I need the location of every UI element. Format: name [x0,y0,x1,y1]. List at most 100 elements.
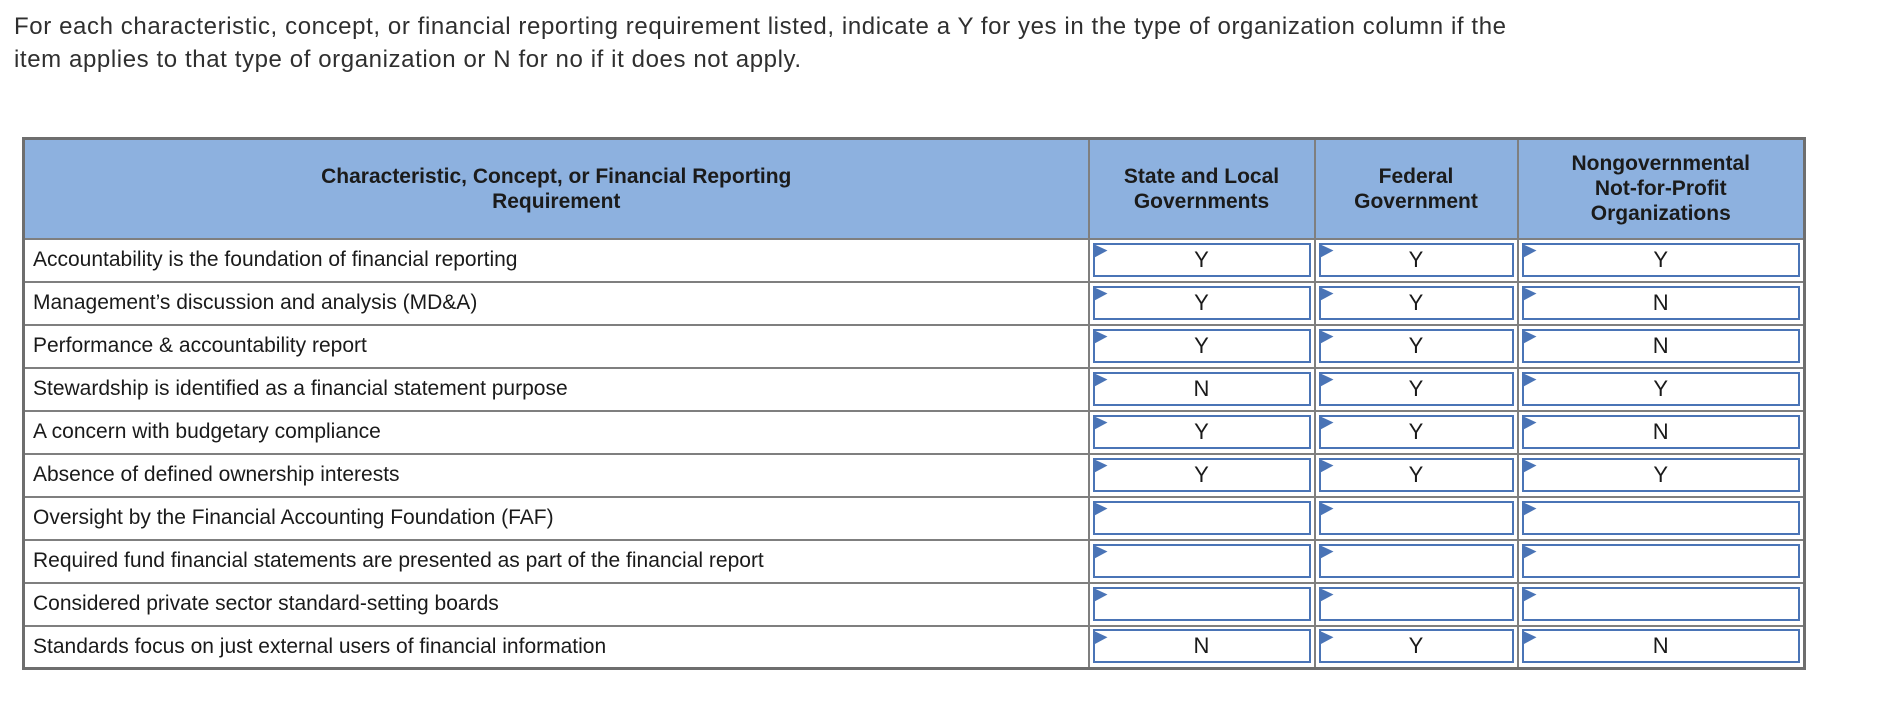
answer-r3-nonprofit[interactable]: N [1521,328,1800,363]
answer-r9-federal[interactable] [1318,586,1514,621]
cell-marker-icon [1094,244,1108,258]
answer-r4-nonprofit[interactable]: Y [1521,371,1800,406]
cell-marker-icon [1094,502,1108,516]
cell-marker-icon [1523,502,1537,516]
answer-r3-federal[interactable]: Y [1318,328,1514,363]
row-label: Management’s discussion and analysis (MD… [22,280,1090,326]
answer-value: N [1652,332,1669,358]
answer-r8-federal[interactable] [1318,543,1514,578]
answer-value: Y [1408,633,1424,659]
answer-r2-state-local[interactable]: Y [1092,285,1311,320]
answer-value: N [1193,375,1210,401]
table-row: Considered private sector standard-setti… [22,581,1806,627]
answer-value: N [1652,418,1669,444]
cell-marker-icon [1320,287,1334,301]
answer-r5-state-local[interactable]: Y [1092,414,1311,449]
answer-r10-state-local[interactable]: N [1092,629,1311,664]
answer-value: Y [1408,375,1424,401]
answer-r9-nonprofit[interactable] [1521,586,1800,621]
answer-r5-federal[interactable]: Y [1318,414,1514,449]
answer-r1-federal[interactable]: Y [1318,242,1514,277]
answer-value: Y [1408,289,1424,315]
cell-marker-icon [1320,631,1334,645]
row-label: Stewardship is identified as a financial… [22,366,1090,412]
cell-marker-icon [1320,502,1334,516]
cell-marker-icon [1523,330,1537,344]
cell-marker-icon [1523,287,1537,301]
table-row: Absence of defined ownership interests Y… [22,452,1806,498]
answer-r2-federal[interactable]: Y [1318,285,1514,320]
table-row: Stewardship is identified as a financial… [22,366,1806,412]
row-label: Required fund financial statements are p… [22,538,1090,584]
table-row: Accountability is the foundation of fina… [22,237,1806,283]
answer-value: N [1193,633,1210,659]
answer-r10-federal[interactable]: Y [1318,629,1514,664]
header-state-local-governments: State and Local Governments [1087,137,1316,240]
row-label: Accountability is the foundation of fina… [22,237,1090,283]
answer-value: Y [1194,418,1209,444]
answer-r7-nonprofit[interactable] [1521,500,1800,535]
row-label: Considered private sector standard-setti… [22,581,1090,627]
cell-marker-icon [1320,588,1334,602]
answer-r6-state-local[interactable]: Y [1092,457,1311,492]
cell-marker-icon [1094,373,1108,387]
cell-marker-icon [1320,330,1334,344]
cell-marker-icon [1094,545,1108,559]
answer-value: Y [1408,332,1424,358]
table-row: A concern with budgetary compliance Y Y … [22,409,1806,455]
answer-r1-state-local[interactable]: Y [1092,242,1311,277]
answer-value: Y [1408,418,1424,444]
row-label: A concern with budgetary compliance [22,409,1090,455]
header-nonprofit-organizations: Nongovernmental Not-for-Profit Organizat… [1516,137,1806,240]
row-label: Oversight by the Financial Accounting Fo… [22,495,1090,541]
answer-r7-federal[interactable] [1318,500,1514,535]
answer-r6-federal[interactable]: Y [1318,457,1514,492]
answer-r7-state-local[interactable] [1092,500,1311,535]
cell-marker-icon [1094,416,1108,430]
answer-value: Y [1653,246,1669,272]
answer-r10-nonprofit[interactable]: N [1521,629,1800,664]
cell-marker-icon [1523,588,1537,602]
header-row: Characteristic, Concept, or Financial Re… [22,137,1806,240]
row-label: Performance & accountability report [22,323,1090,369]
cell-marker-icon [1523,631,1537,645]
answer-value: N [1652,289,1669,315]
cell-marker-icon [1523,244,1537,258]
answer-r8-state-local[interactable] [1092,543,1311,578]
table-row: Management’s discussion and analysis (MD… [22,280,1806,326]
cell-marker-icon [1523,373,1537,387]
answer-r4-state-local[interactable]: N [1092,371,1311,406]
row-label: Absence of defined ownership interests [22,452,1090,498]
table-row: Standards focus on just external users o… [22,624,1806,670]
header-federal-government: Federal Government [1313,137,1519,240]
cell-marker-icon [1094,459,1108,473]
answer-r8-nonprofit[interactable] [1521,543,1800,578]
cell-marker-icon [1320,459,1334,473]
answer-r9-state-local[interactable] [1092,586,1311,621]
answer-value: Y [1194,461,1209,487]
cell-marker-icon [1523,545,1537,559]
answer-r1-nonprofit[interactable]: Y [1521,242,1800,277]
answer-value: Y [1408,461,1424,487]
answer-r3-state-local[interactable]: Y [1092,328,1311,363]
answer-value: Y [1653,461,1669,487]
requirements-table: Characteristic, Concept, or Financial Re… [22,137,1806,670]
cell-marker-icon [1320,373,1334,387]
answer-value: N [1652,633,1669,659]
answer-r2-nonprofit[interactable]: N [1521,285,1800,320]
answer-value: Y [1653,375,1669,401]
cell-marker-icon [1094,588,1108,602]
row-label: Standards focus on just external users o… [22,624,1090,670]
answer-r5-nonprofit[interactable]: N [1521,414,1800,449]
answer-value: Y [1194,246,1209,272]
question-instructions: For each characteristic, concept, or fin… [14,13,1507,73]
table-row: Performance & accountability report Y Y … [22,323,1806,369]
cell-marker-icon [1523,459,1537,473]
answer-value: Y [1194,289,1209,315]
cell-marker-icon [1094,631,1108,645]
answer-r6-nonprofit[interactable]: Y [1521,457,1800,492]
cell-marker-icon [1094,287,1108,301]
cell-marker-icon [1094,330,1108,344]
table-row: Required fund financial statements are p… [22,538,1806,584]
answer-r4-federal[interactable]: Y [1318,371,1514,406]
